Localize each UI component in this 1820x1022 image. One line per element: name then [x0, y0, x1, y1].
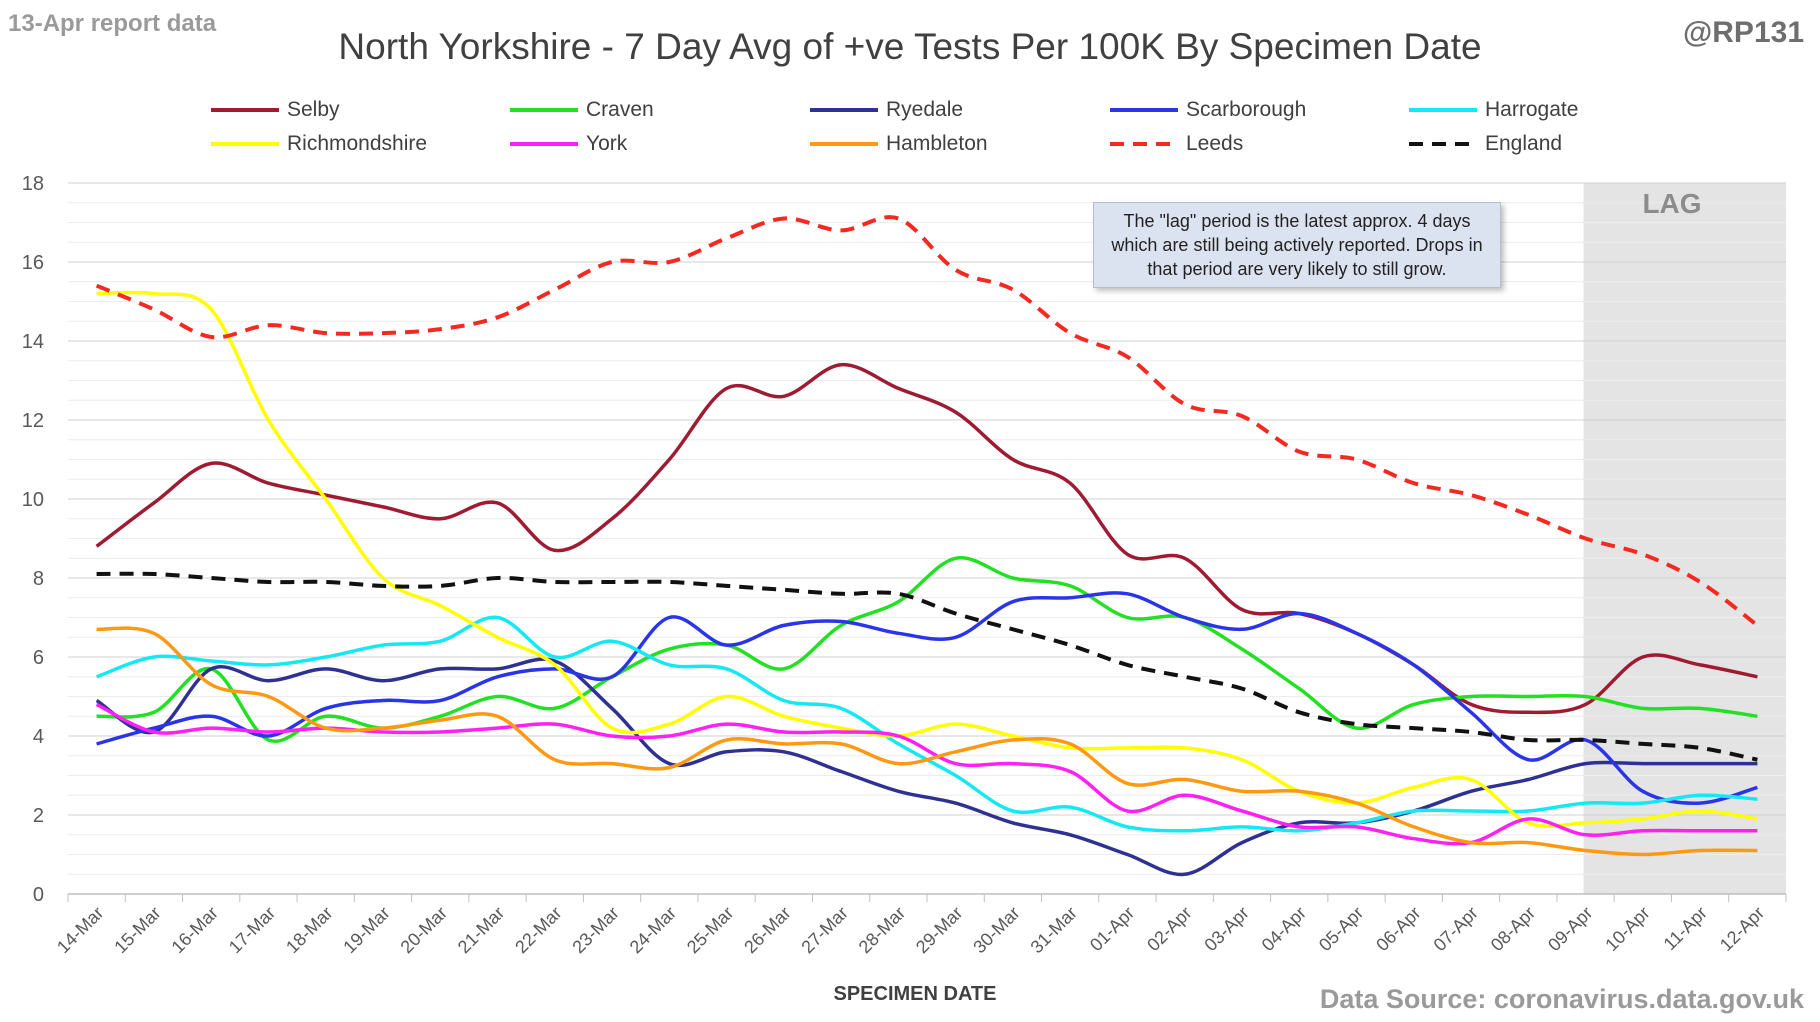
legend-item-hambleton: Hambleton [808, 130, 988, 158]
series-line-harrogate [96, 615, 1758, 833]
x-tick-label: 23-Mar [568, 903, 622, 957]
legend-label: Harrogate [1485, 98, 1579, 121]
x-tick-label: 19-Mar [339, 903, 393, 957]
x-axis-title: SPECIMEN DATE [833, 983, 997, 1005]
legend-swatch [510, 108, 578, 112]
data-source-label: Data Source: coronavirus.data.gov.uk [1319, 984, 1804, 1014]
legend-swatch [810, 142, 878, 146]
x-tick-label: 12-Apr [1716, 903, 1768, 955]
legend-swatch [211, 108, 279, 112]
series-line-selby [95, 362, 1758, 715]
legend-swatch [1409, 142, 1477, 146]
legend-label: York [586, 132, 628, 155]
series-line-craven [96, 556, 1758, 744]
x-tick-label: 25-Mar [683, 903, 737, 957]
y-tick-label: 10 [22, 489, 44, 511]
legend-swatch [211, 142, 279, 146]
legend-label: Leeds [1186, 132, 1244, 155]
x-tick-label: 17-Mar [225, 903, 279, 957]
legend-label: England [1485, 132, 1563, 155]
x-tick-label: 31-Mar [1027, 903, 1081, 957]
x-tick-label: 05-Apr [1315, 903, 1367, 955]
legend-swatch [510, 142, 578, 146]
legend-item-selby: Selby [209, 96, 340, 124]
author-handle: @RP131 [1683, 16, 1804, 49]
x-tick-label: 20-Mar [397, 903, 451, 957]
series-line-york [95, 702, 1758, 846]
legend-label: Hambleton [886, 132, 988, 155]
legend-item-scarborough: Scarborough [1108, 96, 1306, 124]
y-tick-label: 12 [22, 410, 44, 432]
legend-swatch [1110, 142, 1178, 146]
y-tick-label: 16 [22, 252, 44, 274]
lag-note-box: The "lag" period is the latest approx. 4… [1093, 202, 1501, 288]
x-tick-label: 02-Apr [1143, 903, 1195, 955]
series-line-scarborough [96, 591, 1758, 805]
y-tick-label: 4 [33, 726, 44, 748]
x-tick-label: 30-Mar [969, 903, 1023, 957]
legend-item-york: York [508, 130, 627, 158]
x-tick-label: 08-Apr [1487, 903, 1539, 955]
y-tick-label: 18 [22, 173, 44, 195]
y-tick-label: 14 [22, 331, 44, 353]
y-tick-label: 8 [33, 568, 44, 590]
y-tick-label: 6 [33, 647, 44, 669]
report-date-label: 13-Apr report data [8, 10, 217, 37]
legend-item-ryedale: Ryedale [808, 96, 963, 124]
legend-label: Selby [287, 98, 340, 121]
legend-label: Scarborough [1186, 98, 1307, 121]
x-tick-label: 18-Mar [282, 903, 336, 957]
legend-item-leeds: Leeds [1108, 130, 1243, 158]
x-tick-label: 16-Mar [168, 903, 222, 957]
legend-item-harrogate: Harrogate [1407, 96, 1578, 124]
legend-item-richmondshire: Richmondshire [209, 130, 427, 158]
legend-item-england: England [1407, 130, 1562, 158]
x-tick-label: 29-Mar [912, 903, 966, 957]
y-tick-label: 2 [33, 805, 44, 827]
x-tick-label: 11-Apr [1660, 903, 1711, 954]
lag-label: LAG [1642, 188, 1702, 219]
x-tick-label: 27-Mar [797, 903, 851, 957]
legend-swatch [1409, 108, 1477, 112]
legend-swatch [1110, 108, 1178, 112]
x-tick-label: 06-Apr [1372, 903, 1424, 955]
x-tick-label: 03-Apr [1200, 903, 1252, 955]
x-tick-label: 26-Mar [740, 903, 794, 957]
legend-label: Ryedale [886, 98, 964, 121]
x-tick-label: 28-Mar [855, 903, 909, 957]
legend-swatch [810, 108, 878, 112]
y-tick-label: 0 [33, 884, 44, 906]
series-line-leeds [95, 215, 1759, 627]
legend-label: Richmondshire [287, 132, 428, 155]
series-line-england [96, 571, 1758, 762]
legend-item-craven: Craven [508, 96, 654, 124]
x-tick-label: 09-Apr [1544, 903, 1596, 955]
x-tick-label: 01-Apr [1086, 903, 1138, 955]
x-tick-label: 07-Apr [1430, 903, 1482, 955]
x-tick-label: 14-Mar [53, 903, 107, 957]
x-tick-label: 22-Mar [511, 903, 565, 957]
x-tick-label: 21-Mar [454, 903, 508, 957]
x-tick-label: 24-Mar [626, 903, 680, 957]
x-tick-label: 04-Apr [1258, 903, 1310, 955]
x-tick-label: 10-Apr [1601, 903, 1653, 955]
chart-title: North Yorkshire - 7 Day Avg of +ve Tests… [338, 26, 1482, 67]
legend-label: Craven [586, 98, 654, 121]
x-tick-label: 15-Mar [110, 903, 164, 957]
series-line-hambleton [96, 626, 1758, 857]
series-line-ryedale [95, 657, 1758, 877]
